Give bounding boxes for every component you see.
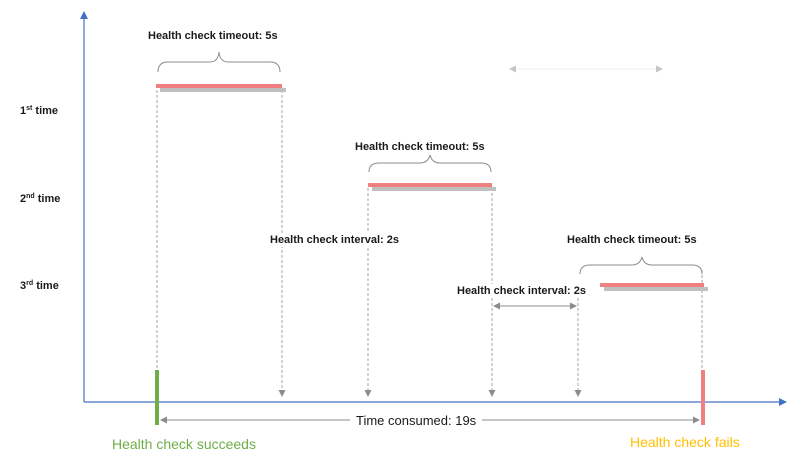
timeout-2-label: Health check timeout: 5s bbox=[353, 140, 487, 154]
row-label-3rd: 3rd time bbox=[20, 280, 59, 292]
timeout-3-bar bbox=[600, 283, 704, 287]
timeout-2-bar bbox=[368, 183, 492, 187]
fail-marker bbox=[701, 370, 705, 425]
timeout-bars bbox=[156, 84, 708, 291]
timeout-1-label: Health check timeout: 5s bbox=[146, 29, 280, 43]
failure-caption: Health check fails bbox=[630, 434, 740, 450]
timeout-2-bar-shadow bbox=[372, 187, 496, 191]
time-consumed-label: Time consumed: 19s bbox=[350, 413, 483, 429]
timeout-3-bar-shadow bbox=[604, 287, 708, 291]
interval-1-label: Health check interval: 2s bbox=[268, 233, 402, 247]
interval-2-label: Health check interval: 2s bbox=[455, 284, 589, 298]
timeout-3-label: Health check timeout: 5s bbox=[565, 233, 699, 247]
row-label-1st: 1st time bbox=[20, 105, 59, 117]
timeout-2-brace bbox=[368, 154, 492, 173]
success-caption: Health check succeeds bbox=[112, 436, 256, 452]
timeout-3-brace bbox=[579, 256, 703, 275]
row-label-2nd: 2nd time bbox=[20, 193, 61, 205]
timeout-1-brace bbox=[157, 51, 281, 73]
timeout-1-bar bbox=[156, 84, 282, 88]
success-marker bbox=[155, 370, 159, 425]
timeout-1-bar-shadow bbox=[160, 88, 286, 92]
